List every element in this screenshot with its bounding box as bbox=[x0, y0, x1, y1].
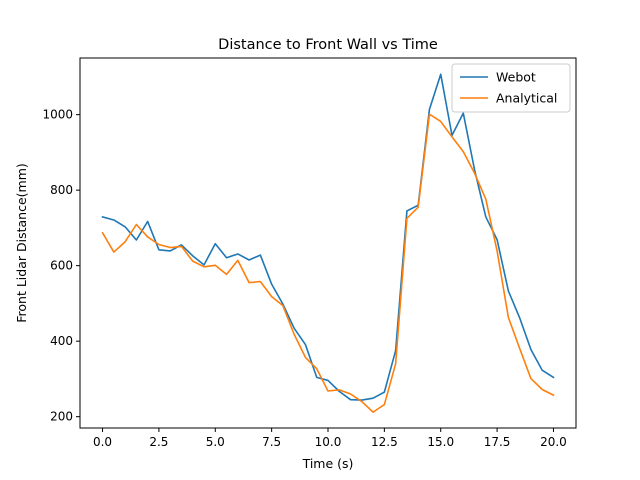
x-tick-label: 12.5 bbox=[371, 435, 398, 449]
x-tick-label: 0.0 bbox=[93, 435, 112, 449]
x-tick-label: 17.5 bbox=[484, 435, 511, 449]
x-tick-label: 2.5 bbox=[149, 435, 168, 449]
legend-label-analytical: Analytical bbox=[496, 91, 557, 106]
y-tick-label: 200 bbox=[50, 410, 73, 424]
x-axis-label: Time (s) bbox=[302, 456, 354, 471]
x-tick-label: 10.0 bbox=[315, 435, 342, 449]
ticks-layer: 0.0 2.5 5.0 7.5 10.0 12.5 15.0 17.5 20.0 200 400 60… bbox=[42, 108, 566, 449]
series-line-analytical bbox=[101, 113, 555, 413]
y-tick-label: 400 bbox=[50, 334, 73, 348]
chart-title: Distance to Front Wall vs Time bbox=[218, 37, 438, 53]
y-tick-label: 800 bbox=[50, 183, 73, 197]
y-tick-label: 1000 bbox=[42, 108, 73, 122]
legend-box bbox=[451, 63, 571, 113]
series-layer bbox=[101, 73, 555, 413]
legend: Webot Analytical bbox=[451, 63, 571, 113]
x-tick-label: 15.0 bbox=[427, 435, 454, 449]
y-axis-label: Front Lidar Distance(mm) bbox=[14, 163, 29, 323]
x-tick-label: 20.0 bbox=[540, 435, 567, 449]
x-tick-label: 7.5 bbox=[262, 435, 281, 449]
y-tick-label: 600 bbox=[50, 259, 73, 273]
x-tick-label: 5.0 bbox=[206, 435, 225, 449]
plot-frame bbox=[79, 57, 577, 429]
legend-label-webot: Webot bbox=[496, 70, 536, 85]
